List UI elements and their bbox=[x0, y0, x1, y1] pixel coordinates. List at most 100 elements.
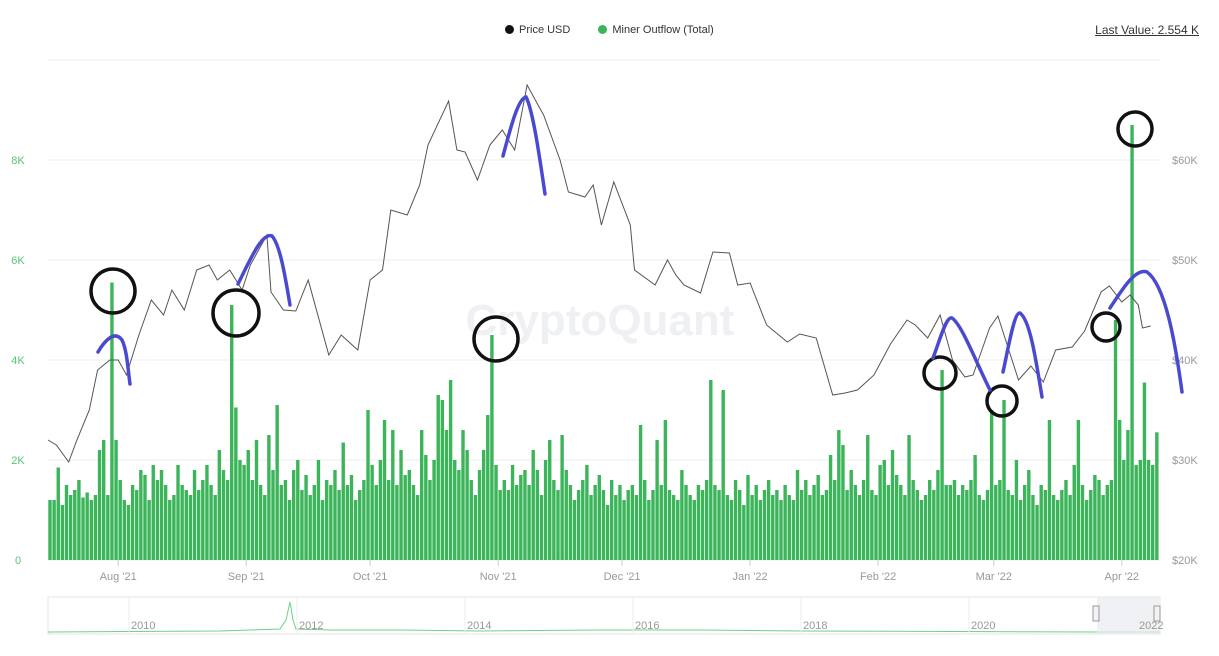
miner-outflow-bar bbox=[936, 470, 940, 560]
left-axis-tick: 0 bbox=[15, 555, 21, 567]
miner-outflow-bar bbox=[1109, 480, 1114, 560]
miner-outflow-bar bbox=[275, 405, 279, 560]
miner-outflow-bar bbox=[940, 370, 944, 560]
miner-outflow-bar bbox=[820, 495, 825, 560]
miner-outflow-bar bbox=[180, 485, 184, 560]
miner-outflow-bar bbox=[89, 500, 93, 560]
miner-outflow-bar bbox=[775, 490, 779, 560]
miner-outflow-bar bbox=[263, 495, 267, 560]
miner-outflow-bar bbox=[382, 420, 387, 560]
miner-outflow-bar bbox=[391, 430, 395, 560]
x-axis-tick: Sep '21 bbox=[228, 571, 265, 583]
miner-outflow-bar bbox=[994, 485, 998, 560]
miner-outflow-bar bbox=[320, 500, 325, 560]
navigator-series bbox=[47, 601, 1160, 633]
last-value-link[interactable]: Last Value: 2.554 K bbox=[1095, 23, 1199, 37]
miner-outflow-bar bbox=[196, 490, 201, 560]
miner-outflow-bar bbox=[548, 440, 552, 560]
annotation-curve bbox=[1001, 311, 1044, 399]
annotation-circle bbox=[1116, 110, 1154, 148]
miner-outflow-bar bbox=[341, 442, 345, 560]
miner-outflow-bar bbox=[894, 475, 899, 560]
miner-outflow-bar bbox=[316, 460, 321, 560]
right-axis-tick: $60K bbox=[1172, 155, 1198, 167]
miner-outflow-bar bbox=[73, 490, 77, 560]
miner-outflow-bar bbox=[1155, 432, 1159, 560]
miner-outflow-bar bbox=[465, 450, 469, 560]
miner-outflow-bar bbox=[572, 500, 577, 560]
annotation-curve bbox=[96, 334, 132, 386]
miner-outflow-bar bbox=[700, 490, 705, 560]
miner-outflow-bar bbox=[795, 470, 800, 560]
miner-outflow-bar bbox=[1014, 460, 1019, 560]
miner-outflow-bar bbox=[919, 500, 924, 560]
miner-outflow-bar bbox=[337, 490, 341, 560]
miner-outflow-bar bbox=[510, 465, 515, 560]
miner-outflow-bar bbox=[1134, 465, 1138, 560]
miner-outflow-bar bbox=[1089, 490, 1093, 560]
x-axis-tick: Mar '22 bbox=[976, 571, 1012, 583]
miner-outflow-bar bbox=[899, 485, 903, 560]
miner-outflow-bar bbox=[1056, 500, 1060, 560]
miner-outflow-bar bbox=[1010, 495, 1014, 560]
miner-outflow-bar bbox=[973, 455, 977, 560]
miner-outflow-bar bbox=[1097, 480, 1101, 560]
miner-outflow-bar bbox=[1039, 485, 1043, 560]
miner-outflow-bar bbox=[1122, 460, 1126, 560]
miner-outflow-bar bbox=[498, 490, 502, 560]
miner-outflow-bar bbox=[271, 470, 275, 560]
miner-outflow-bar bbox=[915, 490, 919, 560]
navigator-left-handle[interactable] bbox=[1092, 605, 1100, 622]
navigator-right-handle[interactable] bbox=[1153, 605, 1161, 622]
legend-dot-icon bbox=[505, 25, 514, 34]
miner-outflow-bar bbox=[589, 495, 593, 560]
miner-outflow-bar bbox=[878, 465, 882, 560]
miner-outflow-bar bbox=[147, 500, 151, 560]
miner-outflow-bar bbox=[213, 495, 217, 560]
miner-outflow-bar bbox=[77, 480, 81, 560]
miner-outflow-bar bbox=[833, 480, 837, 560]
annotation-curve bbox=[1108, 269, 1184, 394]
miner-outflow-bar bbox=[907, 435, 911, 560]
miner-outflow-bar bbox=[1113, 320, 1118, 560]
miner-outflow-bar bbox=[106, 495, 110, 560]
miner-outflow-bar bbox=[407, 470, 412, 560]
miner-outflow-bar bbox=[122, 500, 127, 560]
legend-item-miner-outflow[interactable]: Miner Outflow (Total) bbox=[598, 24, 714, 36]
miner-outflow-bar bbox=[97, 450, 102, 560]
miner-outflow-bar bbox=[1018, 500, 1023, 560]
miner-outflow-bar bbox=[659, 485, 663, 560]
miner-outflow-bar bbox=[250, 480, 255, 560]
miner-outflow-bar bbox=[998, 480, 1002, 560]
navigator-selected-range[interactable] bbox=[1097, 597, 1160, 634]
legend-item-price[interactable]: Price USD bbox=[505, 24, 570, 36]
miner-outflow-bar bbox=[576, 490, 581, 560]
right-axis-tick: $50K bbox=[1172, 255, 1198, 267]
miner-outflow-bar bbox=[415, 495, 420, 560]
miner-outflow-bar bbox=[403, 475, 407, 560]
x-axis-tick: Aug '21 bbox=[100, 571, 137, 583]
miner-outflow-bar bbox=[296, 460, 300, 560]
miner-outflow-bar bbox=[593, 485, 597, 560]
miner-outflow-bar bbox=[799, 490, 804, 560]
miner-outflow-bar bbox=[923, 495, 928, 560]
miner-outflow-bar bbox=[362, 480, 366, 560]
miner-outflow-bar bbox=[1006, 490, 1010, 560]
miner-outflow-bar bbox=[952, 480, 957, 560]
miner-outflow-bar bbox=[890, 450, 895, 560]
miner-outflow-bar bbox=[762, 490, 767, 560]
miner-outflow-bar bbox=[420, 430, 424, 560]
miner-outflow-bar bbox=[556, 490, 560, 560]
miner-outflow-bar bbox=[135, 490, 139, 560]
miner-outflow-bar bbox=[651, 490, 655, 560]
miner-outflow-bar bbox=[808, 495, 812, 560]
miner-outflow-bar bbox=[961, 485, 965, 560]
annotations bbox=[89, 95, 1184, 418]
navigator-year-tick: 2022 bbox=[1139, 620, 1163, 632]
miner-outflow-bar bbox=[1060, 490, 1064, 560]
miner-outflow-bar bbox=[1138, 460, 1143, 560]
miner-outflow-bar bbox=[721, 390, 725, 560]
miner-outflow-bar bbox=[791, 500, 796, 560]
annotation-curve bbox=[931, 316, 992, 392]
